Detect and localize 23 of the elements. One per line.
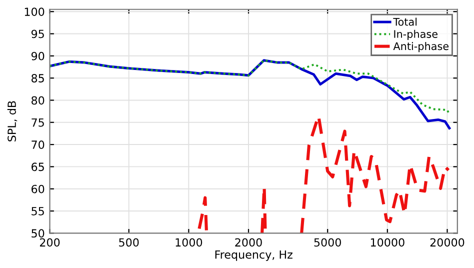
legend-label: Anti-phase: [393, 42, 449, 52]
y-tick-label: 80: [32, 96, 44, 105]
y-tick-label: 90: [31, 52, 44, 60]
y-tick-label: 50: [32, 229, 44, 238]
x-tick-label: 200: [40, 238, 60, 247]
y-tick-label: 55: [32, 207, 44, 216]
y-tick-label: 65: [32, 162, 44, 172]
y-tick-label: 75: [32, 118, 44, 127]
x-tick-label: 1000: [176, 238, 202, 247]
y-tick-label: 85: [32, 74, 44, 82]
x-tick-label: 500: [119, 238, 139, 247]
y-tick-label: 95: [31, 30, 44, 38]
x-tick-label: 5000: [314, 238, 341, 247]
x-axis-title: Frequency, Hz: [215, 250, 292, 261]
y-axis-title: SPL, dB: [7, 101, 18, 142]
x-tick-label: 2000: [235, 238, 262, 247]
y-tick-label: 60: [32, 184, 44, 194]
x-tick-label: 20000: [430, 238, 464, 247]
y-tick-label: 100: [24, 8, 44, 16]
y-tick-label: 70: [32, 140, 44, 149]
legend-label: Total: [393, 18, 417, 26]
legend-label: In-phase: [394, 30, 438, 40]
x-tick-label: 10000: [370, 238, 404, 247]
